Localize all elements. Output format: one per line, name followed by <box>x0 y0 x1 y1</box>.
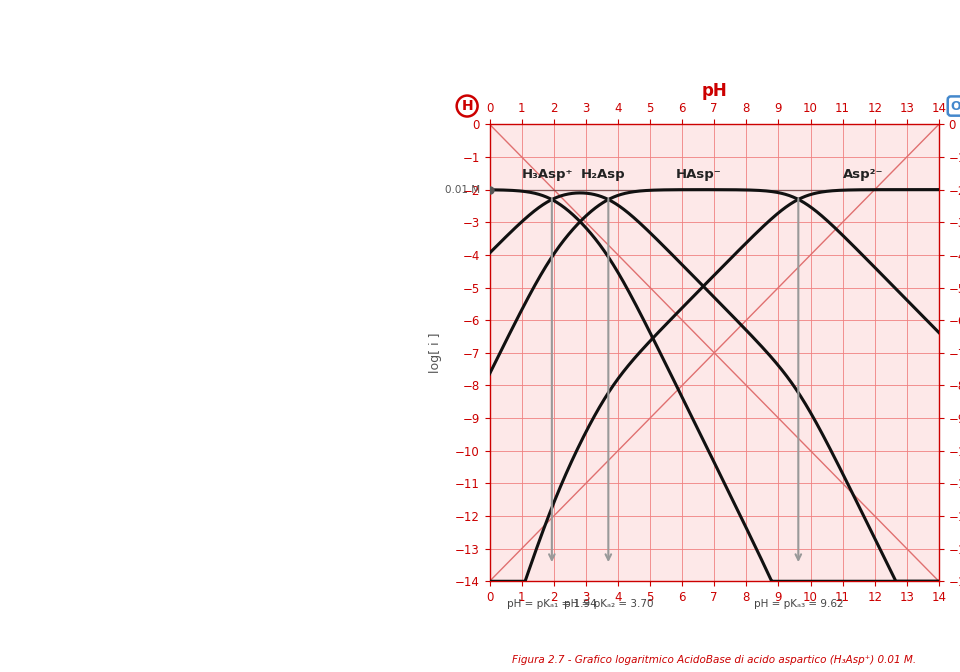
Text: pH = pKₐ₁ = 1.94: pH = pKₐ₁ = 1.94 <box>507 599 597 610</box>
Text: OH: OH <box>950 99 960 112</box>
Text: H₂Asp: H₂Asp <box>581 169 626 181</box>
Text: H: H <box>462 99 473 113</box>
X-axis label: pH: pH <box>702 82 727 100</box>
Text: 0.01 M: 0.01 M <box>444 185 480 195</box>
Text: log[ i ]: log[ i ] <box>428 333 442 373</box>
Text: Figura 2.7 - Grafico logaritmico AcidoBase di acido aspartico (H₃Asp⁺) 0.01 M.: Figura 2.7 - Grafico logaritmico AcidoBa… <box>513 655 916 665</box>
Text: Asp²⁻: Asp²⁻ <box>843 169 883 181</box>
Text: pH = pKₐ₂ = 3.70: pH = pKₐ₂ = 3.70 <box>564 599 653 610</box>
Text: H₃Asp⁺: H₃Asp⁺ <box>521 169 573 181</box>
Text: HAsp⁻: HAsp⁻ <box>676 169 722 181</box>
Text: pH = pKₐ₃ = 9.62: pH = pKₐ₃ = 9.62 <box>754 599 843 610</box>
